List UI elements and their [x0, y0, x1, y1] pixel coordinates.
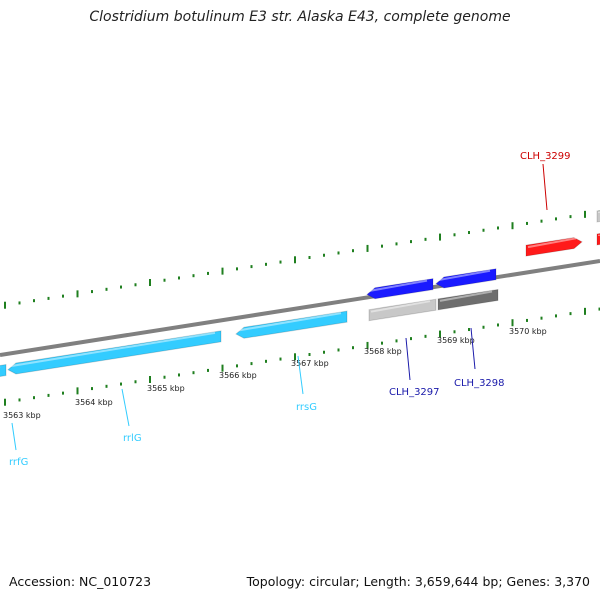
gene-next-gray-shape: [596, 209, 600, 223]
gene-CLH_3299-highlight: [527, 237, 577, 249]
gene-CLH_3297[interactable]: [368, 298, 437, 322]
callout-line: [11, 422, 17, 451]
scale-labels: 3563 kbp 3564 kbp 3565 kbp 3566 kbp 3567 kbp…: [3, 327, 547, 420]
callout-line: [121, 388, 130, 427]
scale-label: 3567 kbp: [291, 359, 329, 368]
gene-label-CLH_3299: CLH_3299: [520, 151, 571, 162]
gene-CLH_3298[interactable]: [437, 288, 499, 311]
gene-rrlG-highlight: [9, 331, 216, 368]
lower-tick-track: [4, 307, 600, 406]
gene-CLH_3298-highlight: [439, 290, 493, 302]
gene-CLH_3298-strand-highlight: [437, 269, 491, 282]
callout-line: [297, 355, 304, 395]
gene-CLH_3299[interactable]: [525, 237, 583, 257]
callout-line: [405, 337, 411, 381]
scale-label: 3563 kbp: [3, 411, 41, 420]
genome-summary-text: Topology: circular; Length: 3,659,644 bp…: [246, 574, 590, 589]
gene-label-rrsG: rrsG: [296, 402, 317, 413]
gene-label-rrfG: rrfG: [9, 457, 28, 468]
gene-CLH_3298-strand-shape: [435, 268, 497, 289]
gene-callouts: rrfG rrlG rrsG CLH_3297 CLH_3298 CLH_3299: [9, 151, 571, 468]
gene-rrlG-shape: [7, 330, 222, 375]
gene-rrfG[interactable]: [0, 363, 7, 378]
gene-CLH_3297-strand-shape: [366, 278, 434, 300]
gene-label-rrlG: rrlG: [123, 433, 142, 444]
scale-label: 3568 kbp: [364, 347, 402, 356]
gene-CLH_3297-shape: [368, 298, 437, 322]
gene-CLH_3297-strand[interactable]: [366, 278, 434, 300]
gene-rrsG-shape: [235, 310, 348, 339]
callout-line: [542, 163, 548, 211]
genome-backbone: [0, 259, 600, 357]
upper-tick-track: [4, 210, 600, 309]
gene-next-red-shape: [596, 232, 600, 246]
gene-next-red[interactable]: [596, 232, 600, 246]
scale-label: 3566 kbp: [219, 371, 257, 380]
scale-label: 3570 kbp: [509, 327, 547, 336]
gene-rrfG-shape: [0, 363, 7, 378]
accession-text: Accession: NC_010723: [9, 574, 152, 589]
scale-label: 3564 kbp: [75, 398, 113, 407]
gene-track[interactable]: [0, 209, 600, 378]
gene-next-gray[interactable]: [596, 209, 600, 223]
gene-rrlG[interactable]: [7, 330, 222, 375]
gene-CLH_3298-shape: [437, 288, 499, 311]
gene-CLH_3298-strand[interactable]: [435, 268, 497, 289]
callout-line: [470, 327, 476, 370]
gene-rrsG[interactable]: [235, 310, 348, 339]
gene-label-CLH_3297: CLH_3297: [389, 387, 440, 398]
gene-CLH_3299-shape: [525, 237, 583, 257]
gene-CLH_3297-highlight: [370, 300, 431, 313]
scale-label: 3565 kbp: [147, 384, 185, 393]
gene-rrsG-highlight: [237, 312, 342, 332]
map-title: Clostridium botulinum E3 str. Alaska E43…: [89, 9, 511, 25]
gene-CLH_3297-strand-highlight: [368, 279, 428, 292]
gene-label-CLH_3298: CLH_3298: [454, 378, 505, 389]
scale-label: 3569 kbp: [437, 336, 475, 345]
